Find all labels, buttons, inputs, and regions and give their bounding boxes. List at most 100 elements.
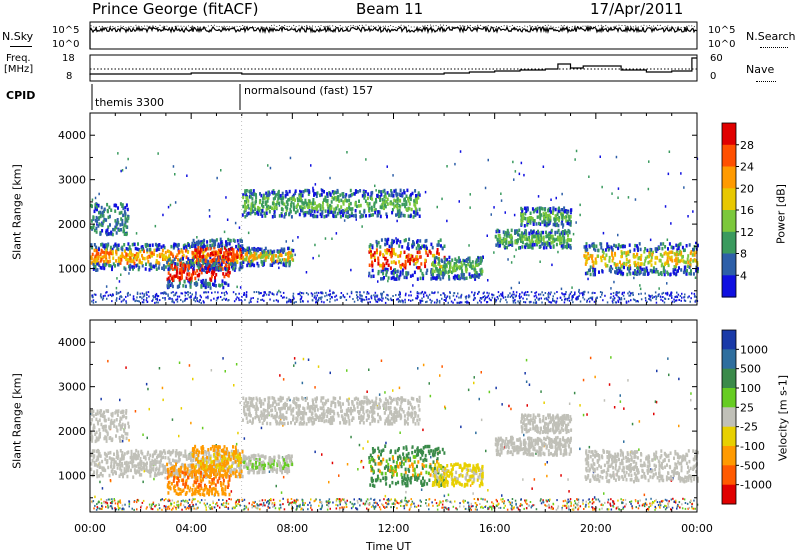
heatmap-cell: [501, 240, 503, 244]
heatmap-cell: [463, 505, 465, 508]
heatmap-cell: [348, 205, 351, 210]
heatmap-cell: [370, 250, 372, 254]
heatmap-cell: [552, 295, 554, 298]
heatmap-cell: [241, 499, 244, 502]
heatmap-cell: [300, 194, 303, 199]
heatmap-cell: [173, 301, 175, 304]
heatmap-cell: [121, 245, 124, 250]
heatmap-cell: [189, 506, 191, 509]
heatmap-cell: [256, 261, 259, 266]
heatmap-cell: [351, 213, 353, 218]
heatmap-cell: [187, 268, 190, 272]
heatmap-cell: [684, 507, 687, 510]
heatmap-cell: [400, 265, 402, 270]
heatmap-cell: [637, 256, 640, 261]
heatmap-cell: [251, 197, 254, 201]
heatmap-cell: [229, 238, 232, 243]
heatmap-cell: [384, 301, 387, 304]
heatmap-cell: [109, 264, 112, 268]
heatmap-cell: [585, 500, 587, 503]
heatmap-cell: [428, 293, 431, 296]
heatmap-cell: [688, 265, 691, 270]
heatmap-cell: [649, 248, 652, 252]
heatmap-cell: [301, 500, 304, 503]
heatmap-cell: [287, 256, 290, 260]
heatmap-cell: [200, 499, 203, 502]
heatmap-cell: [352, 505, 354, 508]
heatmap-cell: [388, 193, 391, 197]
heatmap-cell: [207, 291, 210, 294]
heatmap-cell: [614, 270, 617, 275]
heatmap-cell: [281, 248, 284, 253]
heatmap-cell: [614, 251, 616, 256]
heatmap-cell: [666, 256, 669, 260]
heatmap-cell: [233, 300, 236, 303]
heatmap-cell: [200, 301, 202, 304]
heatmap-cell: [336, 188, 339, 193]
heatmap-cell: [447, 500, 449, 502]
heatmap-cell: [482, 292, 485, 295]
heatmap-cell: [261, 209, 264, 213]
station-title: Prince George (fitACF): [92, 0, 259, 18]
heatmap-cell: [215, 284, 217, 288]
heatmap-cell: [564, 504, 566, 507]
heatmap-cell: [518, 233, 521, 237]
heatmap-cell: [620, 297, 623, 299]
heatmap-cell: [395, 192, 398, 196]
heatmap-cell: [340, 209, 343, 214]
heatmap-cell: [547, 208, 550, 213]
heatmap-cell: [114, 502, 117, 505]
heatmap-cell: [264, 258, 267, 262]
heatmap-cell: [276, 200, 279, 204]
heatmap-cell: [203, 249, 206, 253]
heatmap-cell: [201, 266, 204, 270]
heatmap-cell: [651, 252, 654, 257]
heatmap-cell: [393, 251, 395, 256]
heatmap-cell: [514, 170, 517, 173]
heatmap-cell: [173, 267, 176, 271]
heatmap-cell: [371, 197, 374, 201]
heatmap-cell: [445, 499, 447, 502]
heatmap-cell: [551, 211, 554, 215]
heatmap-cell: [399, 291, 401, 294]
heatmap-cell: [583, 293, 585, 296]
heatmap-cell: [207, 261, 210, 266]
heatmap-cell: [278, 204, 281, 207]
heatmap-cell: [263, 196, 266, 200]
heatmap-cell: [617, 233, 619, 237]
heatmap-cell: [111, 300, 113, 303]
heatmap-cell: [675, 299, 678, 302]
power-colorbar-segment: [722, 144, 736, 168]
heatmap-cell: [628, 290, 631, 293]
heatmap-cell: [214, 278, 217, 283]
heatmap-cell: [676, 244, 679, 248]
heatmap-cell: [293, 301, 295, 304]
heatmap-cell: [199, 258, 202, 263]
heatmap-cell: [421, 244, 424, 249]
heatmap-cell: [448, 255, 451, 260]
heatmap-cell: [312, 198, 315, 202]
heatmap-cell: [602, 231, 605, 235]
heatmap-cell: [415, 266, 418, 269]
heatmap-cell: [465, 269, 468, 274]
heatmap-cell: [216, 176, 218, 180]
heatmap-cell: [401, 245, 404, 249]
heatmap-cell: [386, 214, 388, 219]
heatmap-cell: [121, 169, 124, 172]
heatmap-cell: [308, 190, 311, 194]
heatmap-cell: [396, 274, 399, 278]
heatmap-cell: [171, 276, 174, 281]
heatmap-cell: [440, 264, 443, 269]
heatmap-cell: [196, 298, 198, 301]
heatmap-cell: [660, 298, 662, 301]
heatmap-cell: [242, 193, 245, 197]
heatmap-cell: [308, 199, 311, 203]
heatmap-cell: [215, 258, 218, 262]
power-colorbar-segment: [722, 188, 736, 211]
heatmap-cell: [397, 254, 400, 258]
heatmap-cell: [512, 301, 515, 304]
heatmap-cell: [186, 291, 189, 294]
heatmap-cell: [531, 235, 534, 239]
heatmap-cell: [299, 298, 302, 301]
heatmap-cell: [204, 245, 207, 249]
